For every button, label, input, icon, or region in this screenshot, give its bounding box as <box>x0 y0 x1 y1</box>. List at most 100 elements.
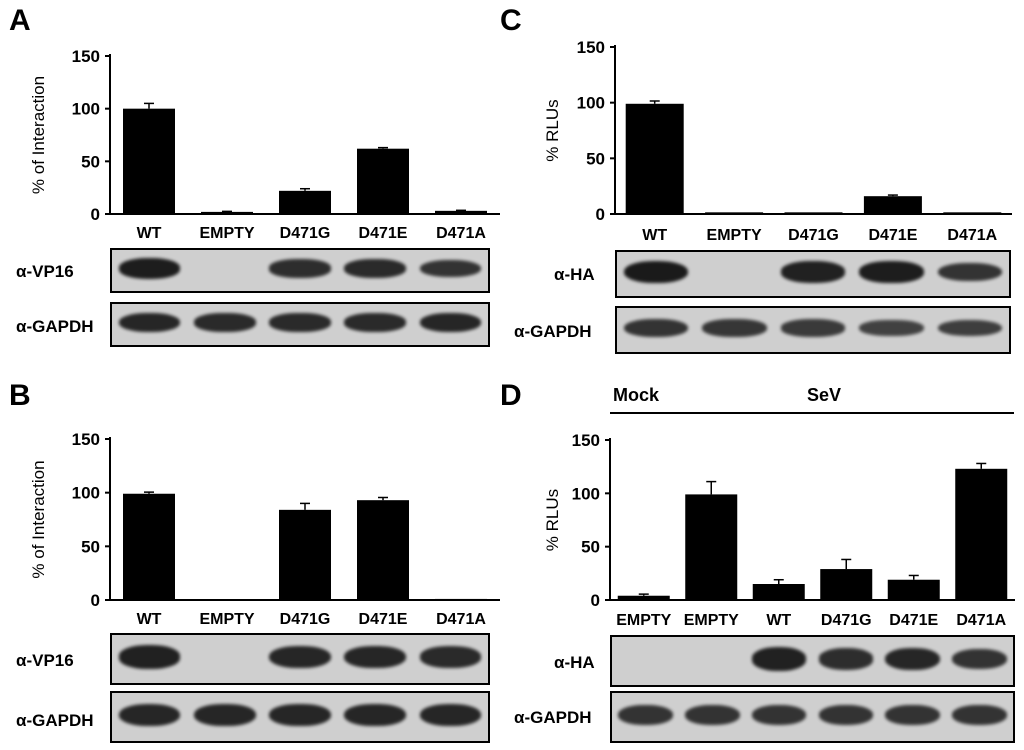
group-label-sev: SeV <box>807 385 842 405</box>
western-blot-gapdh <box>610 691 1015 743</box>
blot-band <box>344 313 407 332</box>
bar <box>357 148 409 214</box>
blot-band <box>118 703 181 727</box>
blot-band <box>859 260 924 284</box>
category-label: WT <box>137 611 162 628</box>
blot-label: α-VP16 <box>16 651 74 670</box>
blot-band <box>859 319 924 337</box>
bar-chart: 0 50 100 150 % of Interaction WT EMPTY D471G D47… <box>29 430 500 628</box>
bar <box>435 598 487 600</box>
blot-band <box>193 703 256 727</box>
y-tick-label: 50 <box>586 149 605 168</box>
y-tick-label: 50 <box>581 538 600 557</box>
blot-band <box>885 647 941 671</box>
y-tick-label: 50 <box>81 152 100 171</box>
y-axis-label: % RLUs <box>543 489 562 551</box>
blot-band <box>937 319 1002 337</box>
bar <box>705 212 764 214</box>
category-label: D471G <box>280 611 331 628</box>
category-label: D471E <box>359 611 408 628</box>
y-tick-label: 50 <box>81 537 100 556</box>
blot-band <box>952 704 1007 726</box>
western-blot-gapdh <box>615 306 1011 354</box>
category-label: D471E <box>889 612 938 629</box>
blot-label: α-HA <box>554 653 595 672</box>
blot-band <box>885 704 941 726</box>
blot-label: α-GAPDH <box>514 322 592 341</box>
panel-label: D <box>500 379 522 412</box>
category-label: D471A <box>956 612 1006 629</box>
blot-band <box>118 258 181 279</box>
group-line-mock <box>610 412 678 414</box>
category-label: EMPTY <box>707 227 762 244</box>
blot-band <box>269 259 331 278</box>
blot-band <box>419 703 482 727</box>
category-label: EMPTY <box>199 611 254 628</box>
panel-label: A <box>9 4 31 37</box>
bar <box>279 509 331 600</box>
western-blot-gapdh <box>110 302 490 347</box>
group-line-sev <box>678 412 1014 414</box>
bar <box>625 103 684 214</box>
y-tick-label: 100 <box>577 94 605 113</box>
y-tick-label: 0 <box>91 591 100 610</box>
bar <box>435 210 487 214</box>
category-label: WT <box>642 227 667 244</box>
blot-band <box>269 313 331 332</box>
bar <box>201 211 253 214</box>
category-label: D471A <box>436 225 486 242</box>
y-tick-label: 100 <box>572 484 600 503</box>
y-axis-label: % of Interaction <box>29 76 48 194</box>
category-label: D471A <box>436 611 486 628</box>
panel-label: B <box>9 379 31 412</box>
blot-band <box>780 261 846 283</box>
blot-band <box>419 259 482 278</box>
y-tick-label: 0 <box>596 205 605 224</box>
bar <box>123 108 175 214</box>
blot-band <box>751 704 807 726</box>
bar <box>943 212 1002 214</box>
western-blot-ha <box>615 250 1011 298</box>
bar <box>784 212 843 214</box>
western-blot-gapdh <box>110 691 490 743</box>
blot-label: α-HA <box>554 265 595 284</box>
bar-chart: 0 50 100 150 % RLUs WT EMPTY D471G D471E D471A <box>543 38 1012 244</box>
panel-label: C <box>500 4 522 37</box>
category-label: WT <box>137 225 162 242</box>
western-blot-vp16 <box>110 633 490 685</box>
blot-band <box>702 318 767 338</box>
category-label: EMPTY <box>616 612 671 629</box>
blot-band <box>344 259 407 278</box>
category-label: EMPTY <box>199 225 254 242</box>
category-label: WT <box>766 612 791 629</box>
panel-a: A 0 50 100 150 % of Interaction WT EMPTY D471G D… <box>0 0 512 375</box>
y-tick-label: 100 <box>72 484 100 503</box>
bar <box>887 579 940 600</box>
bar <box>123 493 175 600</box>
category-label: D471G <box>821 612 872 629</box>
category-label: D471G <box>788 227 839 244</box>
category-label: D471A <box>947 227 997 244</box>
blot-band <box>618 704 673 726</box>
blot-band <box>419 312 482 333</box>
bar <box>357 500 409 600</box>
blot-band <box>818 704 874 726</box>
bar <box>617 595 670 600</box>
blot-band <box>344 703 407 727</box>
blot-label: α-GAPDH <box>16 711 94 730</box>
blot-band <box>818 648 874 670</box>
y-tick-label: 150 <box>577 38 605 57</box>
panel-c: C 0 50 100 150% RLUs WT EMPTY D471G D471E D471A … <box>500 0 1024 375</box>
group-label-mock: Mock <box>613 385 660 405</box>
blot-band <box>118 645 181 669</box>
blot-band <box>193 313 256 332</box>
blot-band <box>751 647 807 671</box>
blot-band <box>624 318 689 338</box>
y-axis-label: % of Interaction <box>29 460 48 578</box>
category-label: D471G <box>280 225 331 242</box>
blot-band <box>419 645 482 669</box>
blot-label: α-GAPDH <box>16 317 94 336</box>
blot-band <box>952 648 1007 670</box>
blot-band <box>118 312 181 333</box>
category-label: EMPTY <box>684 612 739 629</box>
